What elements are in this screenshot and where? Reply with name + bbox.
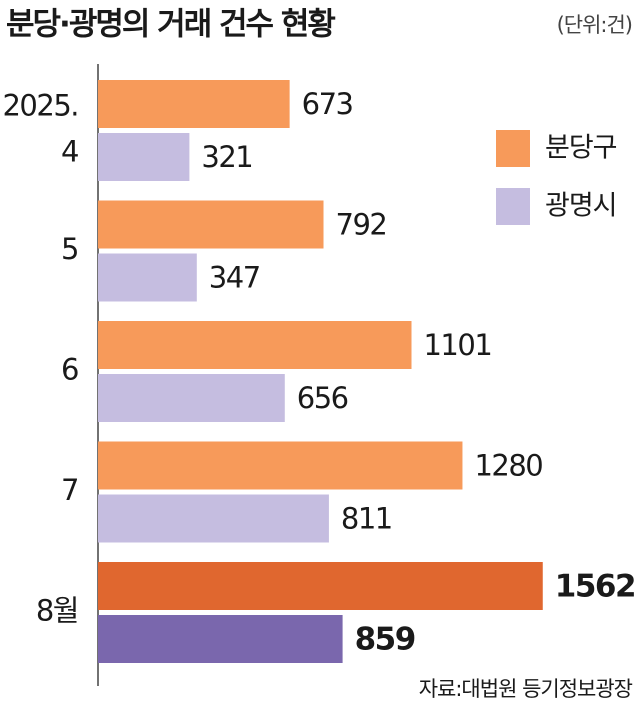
y-tick-label: 7	[61, 473, 78, 507]
bar	[98, 80, 290, 128]
value-label: 1562	[555, 569, 635, 605]
bar	[98, 615, 343, 663]
unit-label: (단위:건)	[557, 13, 632, 37]
value-label: 811	[341, 502, 392, 536]
y-tick-label: 6	[61, 353, 78, 387]
value-label: 859	[355, 622, 415, 658]
y-tick-label: 2025. 4	[2, 89, 78, 169]
value-label: 656	[297, 381, 348, 415]
bar	[98, 321, 412, 369]
bar	[98, 374, 285, 422]
value-label: 347	[209, 261, 260, 295]
legend-label: 분당구	[545, 133, 617, 164]
legend-swatch	[496, 130, 530, 167]
y-tick-label: 5	[61, 232, 78, 266]
legend-label: 광명시	[545, 191, 617, 222]
value-label: 792	[336, 208, 387, 242]
y-tick-label: 8월	[36, 594, 78, 628]
value-label: 1280	[474, 449, 542, 483]
source-label: 자료:대법원 등기정보광장	[419, 677, 633, 701]
value-label: 321	[201, 140, 252, 174]
bar	[98, 133, 190, 181]
bar	[98, 562, 543, 610]
bar	[98, 200, 324, 249]
legend-swatch	[496, 188, 530, 225]
value-label: 1101	[423, 328, 491, 362]
bar	[98, 253, 197, 302]
bar	[98, 494, 329, 543]
value-label: 673	[302, 87, 353, 121]
bar	[98, 441, 463, 490]
chart-title: 분당·광명의 거래 건수 현황	[6, 7, 335, 43]
